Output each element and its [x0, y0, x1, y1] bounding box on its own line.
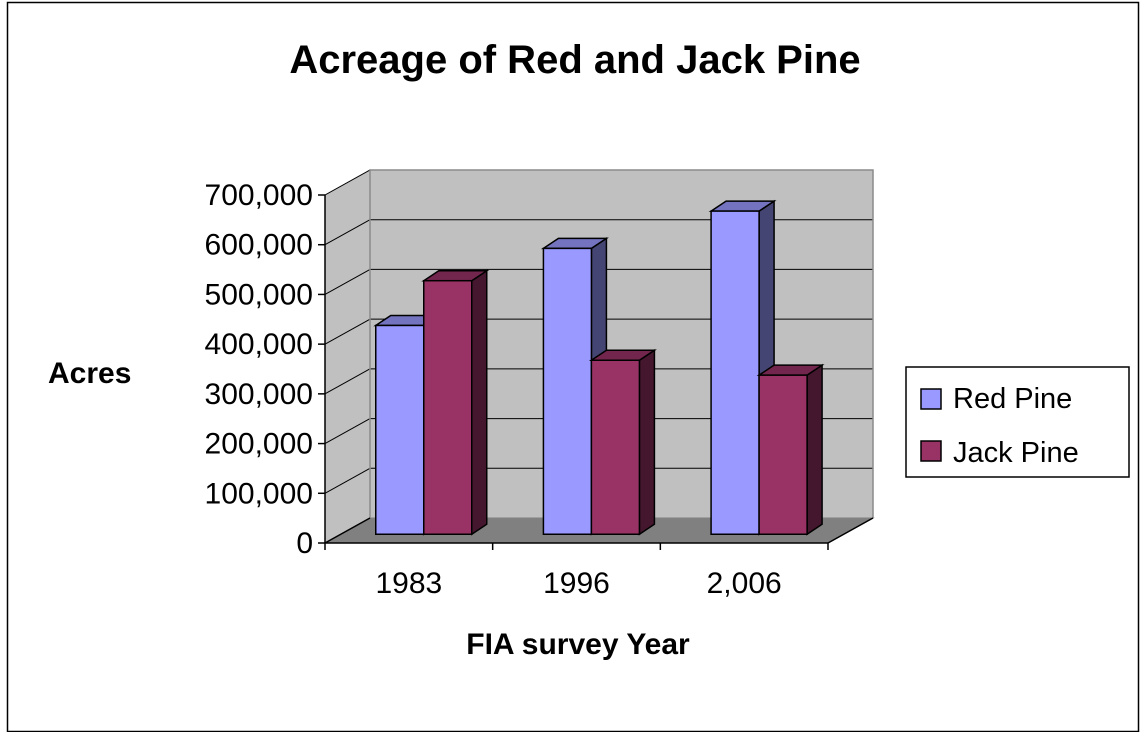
gridline-side [324, 467, 371, 494]
y-tick-label: 500,000 [205, 278, 313, 311]
bar-red-pine [542, 247, 593, 535]
bar-jack-pine [758, 374, 808, 535]
legend-label-jack-pine: Jack Pine [953, 437, 1079, 469]
bar-jack-pine [590, 359, 641, 535]
gridline-side [324, 318, 371, 345]
chart-title: Acreage of Red and Jack Pine [289, 38, 860, 82]
bar-side-jack-pine [471, 269, 488, 536]
legend-swatch-red-pine [920, 388, 942, 410]
y-tick-label: 700,000 [205, 179, 313, 212]
bar-side-jack-pine [806, 363, 823, 536]
x-tick-label: 1983 [375, 567, 442, 600]
legend-swatch-jack-pine [920, 440, 942, 462]
gridline-side [324, 368, 371, 395]
gridline-side [324, 418, 371, 445]
y-tick-label: 0 [296, 527, 313, 560]
bar-red-pine [375, 324, 425, 536]
y-axis-title: Acres [48, 357, 131, 390]
y-tick-label: 100,000 [205, 477, 313, 510]
x-tick-label: 2,006 [707, 567, 782, 600]
y-tick-label: 300,000 [205, 378, 313, 411]
gridline-side [324, 219, 371, 246]
y-tick-label: 600,000 [205, 229, 313, 262]
plot-area: 0 100,000 200,000 300,000 400,000 500,000 600,… [205, 169, 875, 600]
x-axis-title: FIA survey Year [466, 628, 690, 661]
bar-red-pine [710, 210, 760, 535]
gridline-side [324, 169, 371, 196]
y-tick-label: 400,000 [205, 328, 313, 361]
wall-outline [369, 169, 874, 518]
legend: Red Pine Jack Pine [905, 366, 1130, 478]
floor-edge-right [827, 517, 874, 544]
bar-jack-pine [423, 279, 473, 536]
gridline-side [324, 268, 371, 295]
floor-edge-left [324, 517, 371, 544]
side-wall [324, 169, 371, 544]
x-tick-label: 1996 [543, 567, 610, 600]
bar-side-jack-pine [638, 348, 656, 536]
legend-box [905, 366, 1130, 478]
legend-label-red-pine: Red Pine [953, 383, 1072, 415]
y-tick-label: 200,000 [205, 428, 313, 461]
